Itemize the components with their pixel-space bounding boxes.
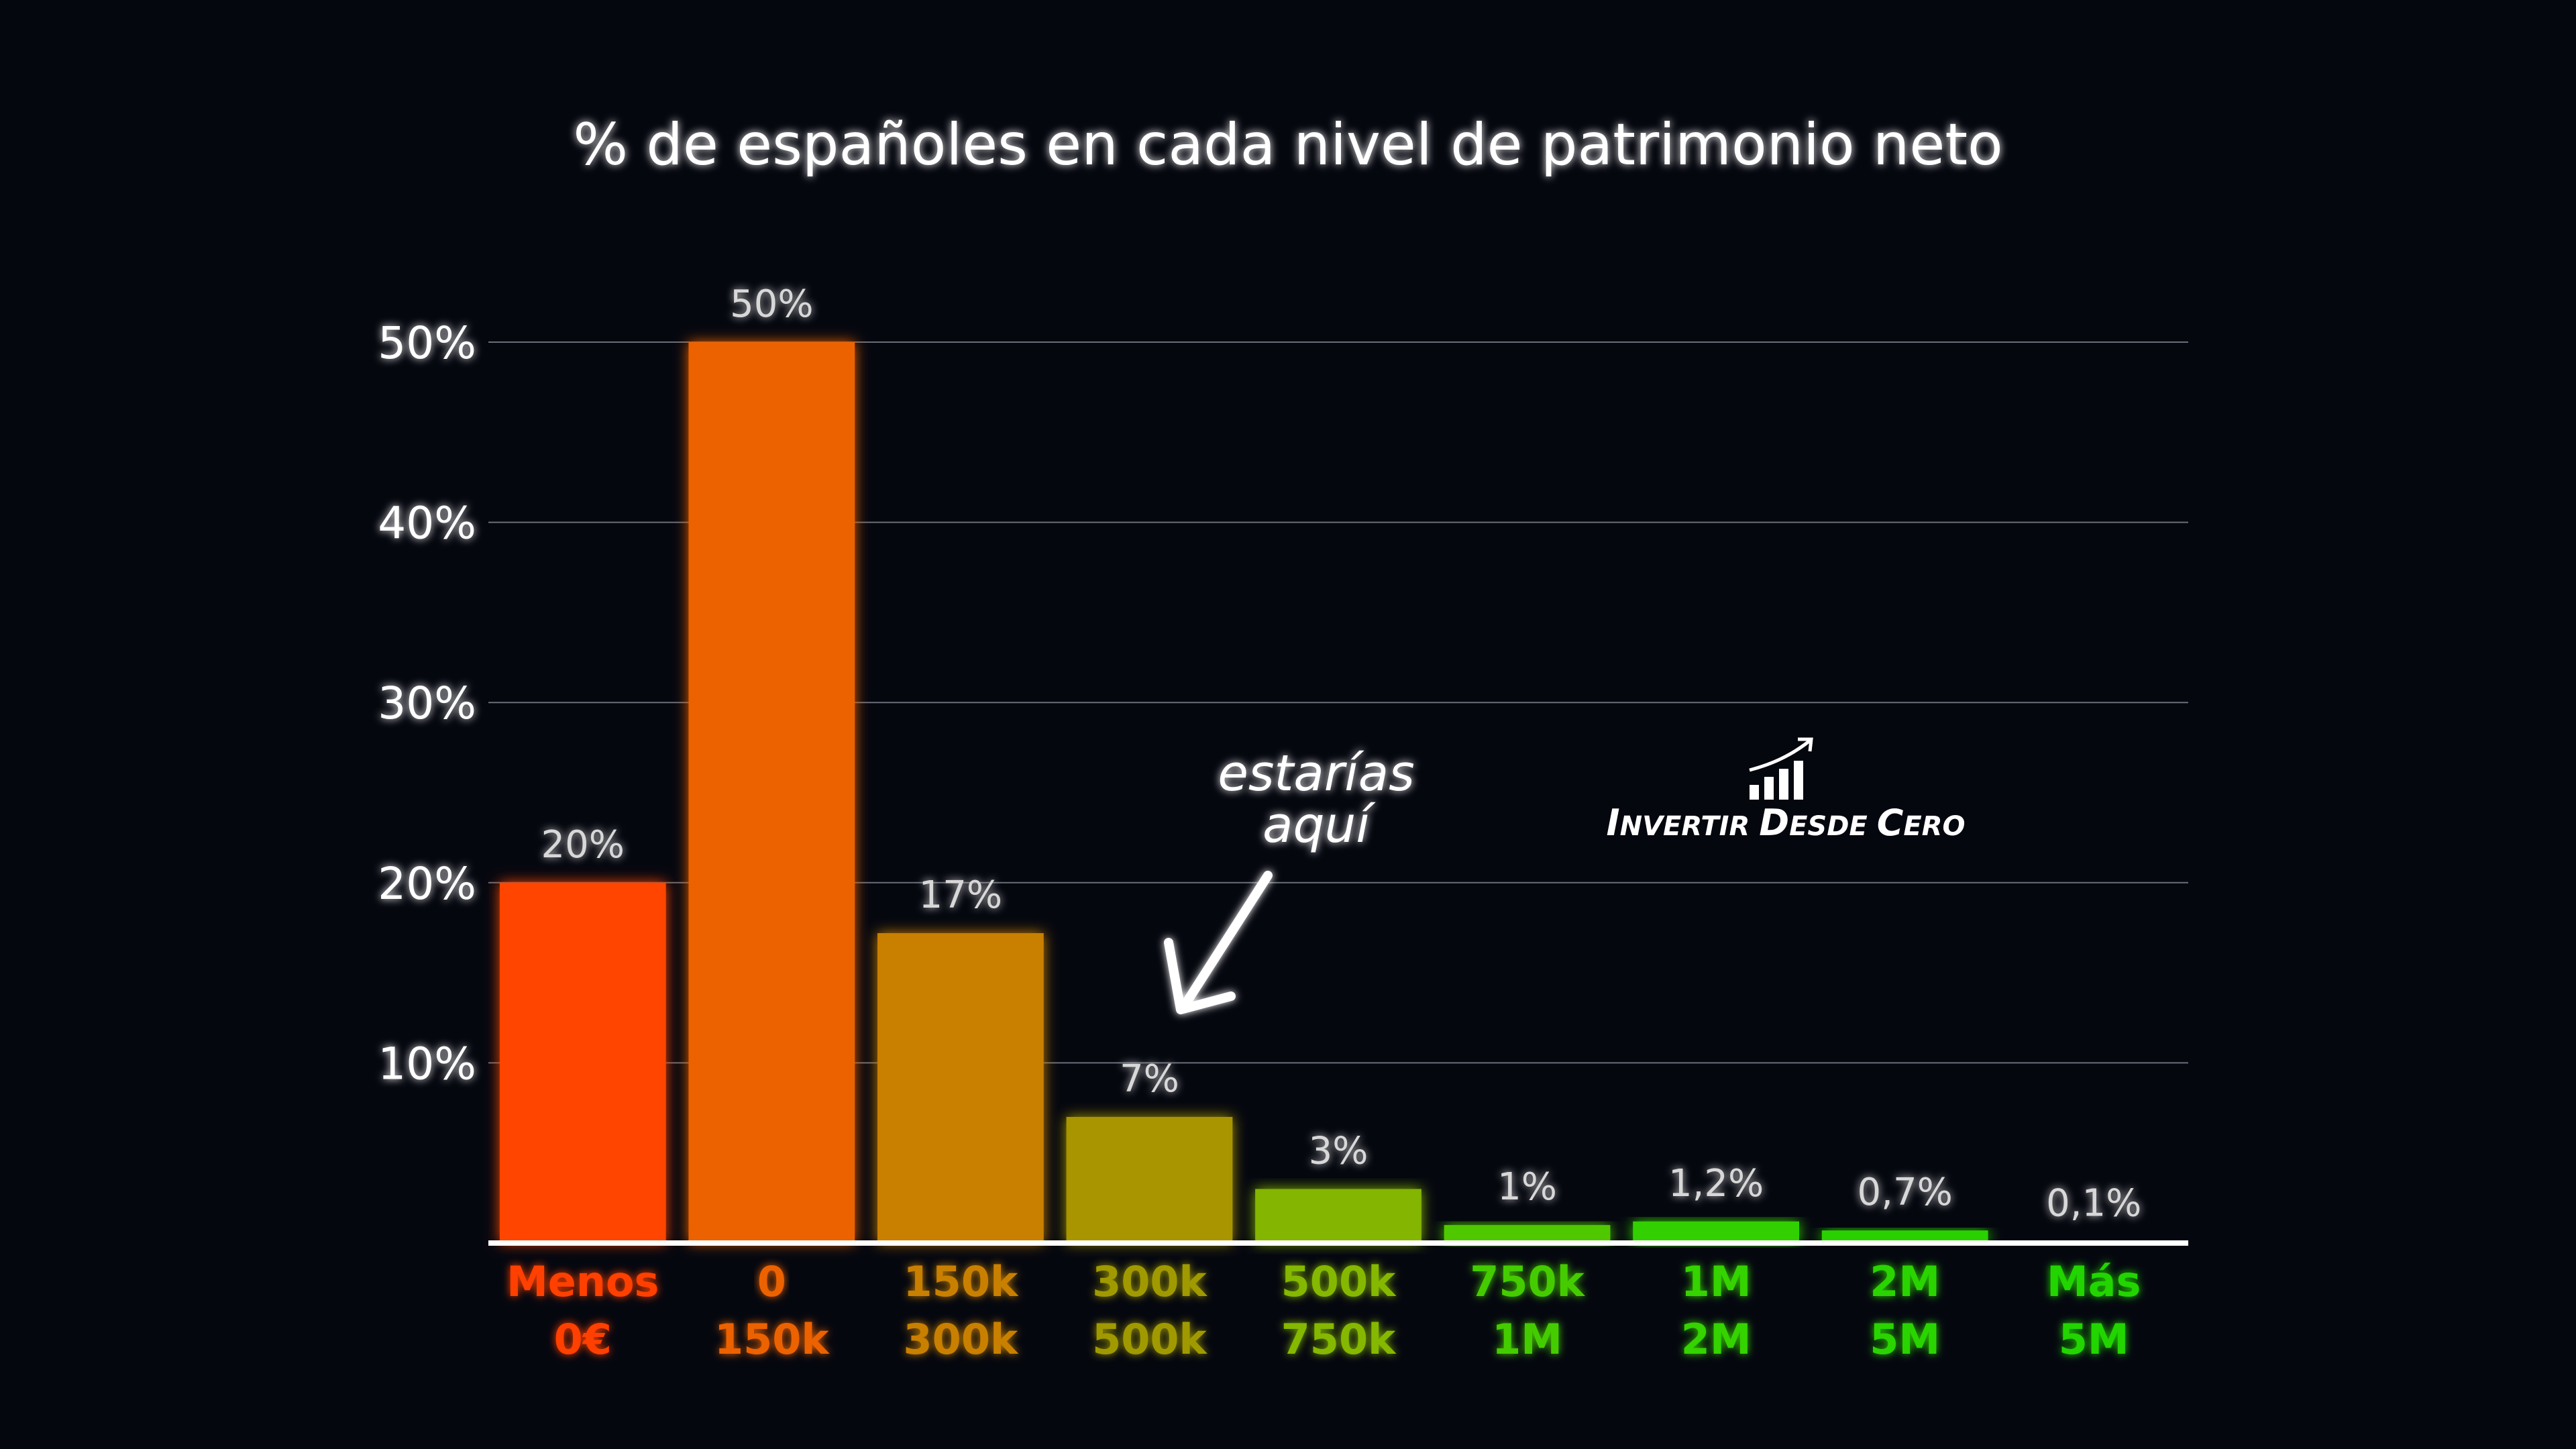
bar — [499, 882, 666, 1243]
brand-logo: INVERTIR DESDE CERO — [1607, 737, 1966, 844]
chart-title: % de españoles en cada nivel de patrimon… — [573, 111, 2002, 178]
x-tick-label: 150k — [714, 1315, 830, 1364]
data-label: 20% — [541, 823, 625, 867]
x-tick-label: 5M — [1870, 1315, 1940, 1364]
bar — [1633, 1221, 1799, 1243]
y-tick-label: 20% — [378, 858, 476, 910]
x-tick-label: 0 — [757, 1257, 786, 1306]
data-label: 3% — [1309, 1129, 1368, 1173]
x-tick-label: 750k — [1281, 1315, 1397, 1364]
x-tick-label: 1M — [1681, 1257, 1752, 1306]
y-tick-label: 10% — [378, 1038, 476, 1089]
y-tick-label: 40% — [378, 498, 476, 549]
bar — [1255, 1189, 1421, 1243]
annotation-line2: aquí — [1263, 796, 1376, 854]
bar — [688, 342, 855, 1243]
y-tick-label: 30% — [378, 678, 476, 729]
x-tick-label: 300k — [904, 1315, 1019, 1364]
bar — [1821, 1230, 1988, 1243]
x-tick-label: 500k — [1092, 1315, 1208, 1364]
x-tick-label: 750k — [1470, 1257, 1585, 1306]
x-tick-label: 500k — [1281, 1257, 1397, 1306]
x-tick-label: 300k — [1092, 1257, 1208, 1306]
x-tick-label: 2M — [1681, 1315, 1752, 1364]
y-tick-label: 50% — [378, 317, 476, 369]
logo-text: INVERTIR DESDE CERO — [1607, 802, 1966, 844]
bar — [1444, 1225, 1611, 1243]
data-label: 17% — [919, 873, 1002, 917]
x-tick-label: 0€ — [554, 1315, 612, 1364]
data-label: 0,1% — [2046, 1181, 2141, 1225]
x-tick-label: 1M — [1492, 1315, 1562, 1364]
x-tick-label: 2M — [1870, 1257, 1940, 1306]
data-label: 7% — [1120, 1057, 1179, 1101]
y-axis-ticks: 10% 20% 30% 40% 50% — [378, 317, 476, 1089]
x-tick-label: Menos — [506, 1257, 659, 1306]
x-tick-label: 5M — [2059, 1315, 2129, 1364]
x-tick-label: 150k — [904, 1257, 1019, 1306]
x-axis-labels: Menos 0€ 0 150k 150k 300k 300k 500k 500k 750k 750k… — [506, 1257, 2141, 1364]
data-label: 1% — [1497, 1165, 1557, 1209]
bars — [499, 342, 2178, 1243]
data-label: 1,2% — [1668, 1162, 1764, 1205]
bar — [1066, 1116, 1233, 1243]
annotation: estarías aquí — [1164, 745, 1415, 1014]
bar — [877, 933, 1044, 1243]
bar-chart-growth-icon — [1749, 737, 1813, 800]
data-label: 50% — [730, 282, 813, 326]
data-labels: 20% 50% 17% 7% 3% 1% 1,2% 0,7% 0,1% — [541, 282, 2142, 1225]
data-label: 0,7% — [1858, 1171, 1953, 1214]
x-tick-label: Más — [2047, 1257, 2141, 1306]
arrow-icon — [1164, 871, 1273, 1014]
annotation-line1: estarías — [1218, 745, 1414, 802]
